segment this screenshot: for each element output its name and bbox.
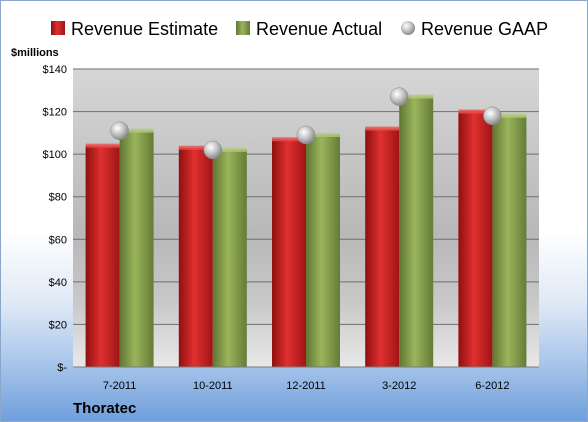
y-tick-label: $120 <box>43 107 67 119</box>
bar-top-highlight <box>306 132 340 137</box>
legend: Revenue Estimate Revenue Actual Revenue … <box>51 19 548 39</box>
bar-top-highlight <box>178 145 213 150</box>
legend-swatch-estimate <box>51 21 65 35</box>
y-tick-label: $80 <box>49 192 67 204</box>
bars <box>85 94 527 368</box>
bar-top-highlight <box>272 137 306 142</box>
gaap-markers <box>110 87 502 160</box>
y-tick-label: $40 <box>49 277 67 289</box>
y-axis-ticks: $- $20 $40 $60 $80 $100 $120 $140 <box>43 64 68 374</box>
y-tick-label: $140 <box>43 64 67 76</box>
x-axis-ticks: 7-2011 10-2011 12-2011 3-2012 6-2012 <box>103 380 510 392</box>
y-tick-label: $20 <box>49 319 67 331</box>
company-label: Thoratec <box>73 400 136 417</box>
bar-top-highlight <box>85 143 120 148</box>
x-tick-label: 3-2012 <box>382 380 416 392</box>
y-axis-unit-label: $millions <box>11 47 59 59</box>
bar-top-highlight <box>119 128 154 133</box>
x-tick-label: 10-2011 <box>193 380 233 392</box>
marker-revenue-gaap <box>296 125 316 145</box>
bar-revenue-estimate <box>85 145 120 367</box>
legend-label-estimate: Revenue Estimate <box>71 19 218 39</box>
bar-top-highlight <box>365 126 400 131</box>
bar-revenue-estimate <box>178 147 213 367</box>
y-tick-label: $100 <box>43 149 67 161</box>
y-tick-label: $- <box>57 362 67 374</box>
bar-revenue-estimate <box>365 128 400 367</box>
bar-revenue-actual <box>212 149 247 367</box>
x-tick-label: 7-2011 <box>103 380 136 392</box>
bar-top-highlight <box>458 109 493 114</box>
legend-label-gaap: Revenue GAAP <box>421 19 548 39</box>
legend-label-actual: Revenue Actual <box>256 19 382 39</box>
marker-revenue-gaap <box>203 140 223 160</box>
legend-swatch-actual <box>236 21 250 35</box>
bar-revenue-actual <box>306 134 340 367</box>
x-tick-label: 12-2011 <box>286 380 326 392</box>
marker-revenue-gaap <box>110 121 129 140</box>
bar-revenue-actual <box>399 96 434 368</box>
bar-revenue-estimate <box>458 111 493 367</box>
y-tick-label: $60 <box>49 234 67 246</box>
bar-revenue-estimate <box>272 139 306 367</box>
bar-top-highlight <box>212 147 247 152</box>
bar-top-highlight <box>399 94 434 99</box>
bar-revenue-actual <box>492 115 527 367</box>
legend-swatch-gaap <box>401 21 415 35</box>
marker-revenue-gaap <box>483 106 502 126</box>
marker-revenue-gaap <box>389 87 409 106</box>
bar-revenue-actual <box>119 130 154 367</box>
x-tick-label: 6-2012 <box>475 380 509 392</box>
bar-top-highlight <box>492 113 527 118</box>
